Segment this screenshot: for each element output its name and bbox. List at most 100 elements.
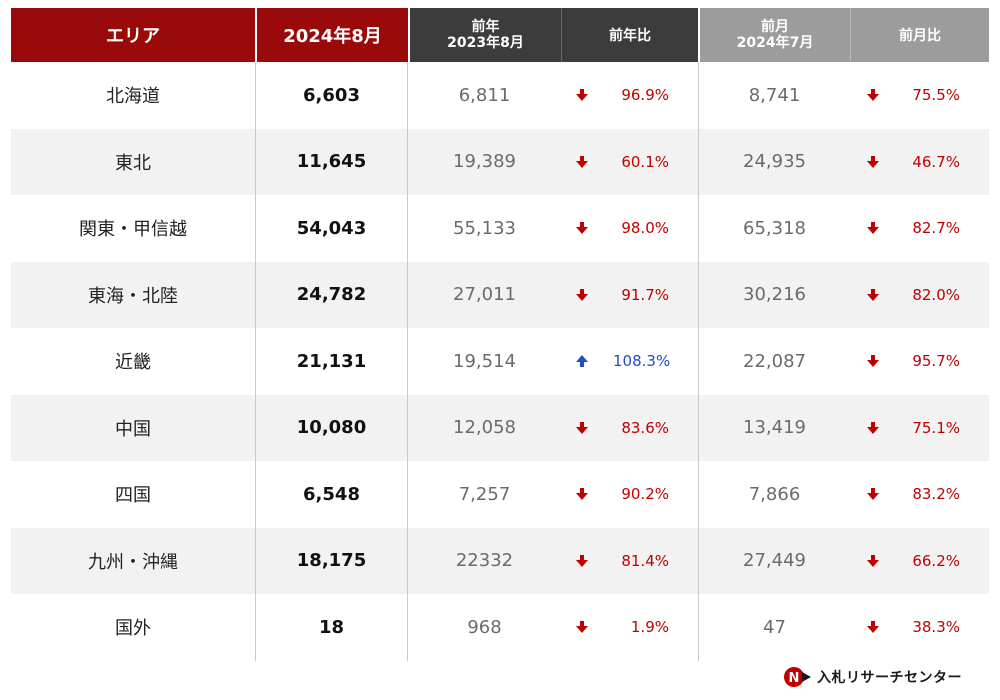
current-cell: 11,645 bbox=[255, 128, 408, 195]
prev-month-cell: 8,741 bbox=[698, 62, 850, 129]
arrow-down-icon bbox=[576, 488, 588, 501]
prev-year-cell: 55,133 bbox=[453, 217, 516, 239]
prev-year-cell: 27,011 bbox=[453, 284, 516, 306]
mom-value: 82.7% bbox=[912, 219, 960, 238]
current-cell: 24,782 bbox=[255, 261, 408, 328]
arrow-down-icon bbox=[867, 554, 879, 567]
yoy-value: 96.9% bbox=[621, 86, 669, 105]
mom-cell: 38.3% bbox=[850, 594, 989, 661]
table-row: 国外 18 968 1.9% 47 38.3% bbox=[11, 594, 989, 661]
arrow-down-icon bbox=[867, 421, 879, 434]
yoy-value: 1.9% bbox=[630, 618, 669, 637]
table-row: 九州・沖縄 18,175 22332 81.4% 27,449 66.2% bbox=[11, 527, 989, 595]
prev-year-cell: 6,811 bbox=[458, 84, 511, 106]
nyusatsu-logo-icon: N bbox=[784, 667, 811, 687]
mom-value: 75.1% bbox=[912, 418, 960, 437]
yoy-value: 90.2% bbox=[621, 485, 669, 504]
header-mom: 前月比 bbox=[850, 8, 989, 62]
arrow-down-icon bbox=[576, 222, 588, 235]
table-row: 中国 10,080 12,058 83.6% 13,419 75.1% bbox=[11, 394, 989, 462]
current-cell: 21,131 bbox=[255, 328, 408, 395]
yoy-value: 91.7% bbox=[621, 285, 669, 304]
mom-value: 82.0% bbox=[912, 285, 960, 304]
company-logo: N 入札リサーチセンター bbox=[783, 666, 962, 688]
area-cell: 中国 bbox=[115, 418, 151, 440]
area-cell: 九州・沖縄 bbox=[88, 551, 178, 573]
current-cell: 6,548 bbox=[255, 461, 408, 528]
table-row: 近畿 21,131 19,514 108.3% 22,087 95.7% bbox=[11, 328, 989, 395]
prev-year-cell: 12,058 bbox=[453, 417, 516, 439]
current-cell: 6,603 bbox=[255, 62, 408, 129]
yoy-cell: 98.0% bbox=[561, 195, 698, 262]
arrow-down-icon bbox=[867, 355, 879, 368]
mom-cell: 46.7% bbox=[850, 129, 989, 196]
prev-month-cell: 7,866 bbox=[698, 461, 850, 528]
yoy-cell: 96.9% bbox=[561, 62, 698, 129]
current-cell: 18 bbox=[255, 594, 408, 661]
arrow-down-icon bbox=[867, 89, 879, 102]
mom-cell: 95.7% bbox=[850, 328, 989, 395]
table-row: 関東・甲信越 54,043 55,133 98.0% 65,318 82.7% bbox=[11, 195, 989, 262]
prev-year-cell: 19,389 bbox=[453, 151, 516, 173]
arrow-down-icon bbox=[576, 554, 588, 567]
mom-cell: 82.7% bbox=[850, 195, 989, 262]
prev-year-cell: 22332 bbox=[455, 550, 514, 572]
svg-text:N: N bbox=[789, 671, 800, 686]
prev-month-cell: 30,216 bbox=[698, 261, 850, 328]
yoy-cell: 83.6% bbox=[561, 395, 698, 462]
prev-month-cell: 65,318 bbox=[698, 195, 850, 262]
arrow-down-icon bbox=[576, 89, 588, 102]
header-prev-year-title: 前年 bbox=[471, 19, 500, 35]
yoy-cell: 90.2% bbox=[561, 461, 698, 528]
yoy-value: 83.6% bbox=[621, 418, 669, 437]
header-prev-year: 前年 2023年8月 bbox=[408, 8, 561, 62]
yoy-value: 98.0% bbox=[621, 219, 669, 238]
table-row: 四国 6,548 7,257 90.2% 7,866 83.2% bbox=[11, 461, 989, 528]
header-prev-month-title: 前月 bbox=[761, 19, 789, 35]
arrow-down-icon bbox=[576, 421, 588, 434]
current-cell: 54,043 bbox=[255, 195, 408, 262]
arrow-up-icon bbox=[576, 355, 588, 368]
logo-text: 入札リサーチセンター bbox=[817, 670, 962, 686]
current-cell: 10,080 bbox=[255, 394, 408, 461]
yoy-cell: 60.1% bbox=[561, 129, 698, 196]
yoy-value: 81.4% bbox=[621, 551, 669, 570]
arrow-down-icon bbox=[867, 222, 879, 235]
yoy-value: 60.1% bbox=[621, 152, 669, 171]
mom-cell: 66.2% bbox=[850, 528, 989, 595]
mom-cell: 75.1% bbox=[850, 395, 989, 462]
mom-value: 66.2% bbox=[912, 551, 960, 570]
header-prev-year-sub: 2023年8月 bbox=[447, 35, 524, 51]
mom-cell: 83.2% bbox=[850, 461, 989, 528]
mom-value: 46.7% bbox=[912, 152, 960, 171]
mom-cell: 75.5% bbox=[850, 62, 989, 129]
table-header: エリア 2024年8月 前年 2023年8月 前年比 前月 2024年7月 前月… bbox=[11, 8, 989, 62]
header-prev-month: 前月 2024年7月 bbox=[698, 8, 850, 62]
current-cell: 18,175 bbox=[255, 527, 408, 594]
table-row: 北海道 6,603 6,811 96.9% 8,741 75.5% bbox=[11, 62, 989, 129]
header-area: エリア bbox=[11, 8, 255, 62]
mom-value: 75.5% bbox=[912, 86, 960, 105]
prev-year-cell: 968 bbox=[467, 616, 502, 638]
table-body: 北海道 6,603 6,811 96.9% 8,741 75.5% 東北 11,645 19,3… bbox=[11, 62, 989, 661]
prev-month-cell: 24,935 bbox=[698, 128, 850, 195]
yoy-cell: 1.9% bbox=[561, 594, 698, 661]
yoy-cell: 81.4% bbox=[561, 528, 698, 595]
prev-year-cell: 19,514 bbox=[453, 350, 516, 372]
arrow-down-icon bbox=[867, 155, 879, 168]
mom-value: 83.2% bbox=[912, 485, 960, 504]
prev-month-cell: 13,419 bbox=[698, 394, 850, 461]
table-row: 東北 11,645 19,389 60.1% 24,935 46.7% bbox=[11, 128, 989, 196]
area-cell: 国外 bbox=[115, 618, 151, 640]
yoy-cell: 91.7% bbox=[561, 262, 698, 329]
prev-year-cell: 7,257 bbox=[458, 483, 511, 505]
area-cell: 四国 bbox=[115, 485, 151, 507]
arrow-down-icon bbox=[867, 288, 879, 301]
area-cell: 近畿 bbox=[115, 352, 151, 374]
header-yoy: 前年比 bbox=[561, 8, 698, 62]
header-prev-month-sub: 2024年7月 bbox=[736, 35, 814, 51]
yoy-cell: 108.3% bbox=[561, 328, 698, 395]
arrow-down-icon bbox=[576, 621, 588, 634]
area-cell: 関東・甲信越 bbox=[79, 219, 187, 241]
arrow-down-icon bbox=[576, 155, 588, 168]
